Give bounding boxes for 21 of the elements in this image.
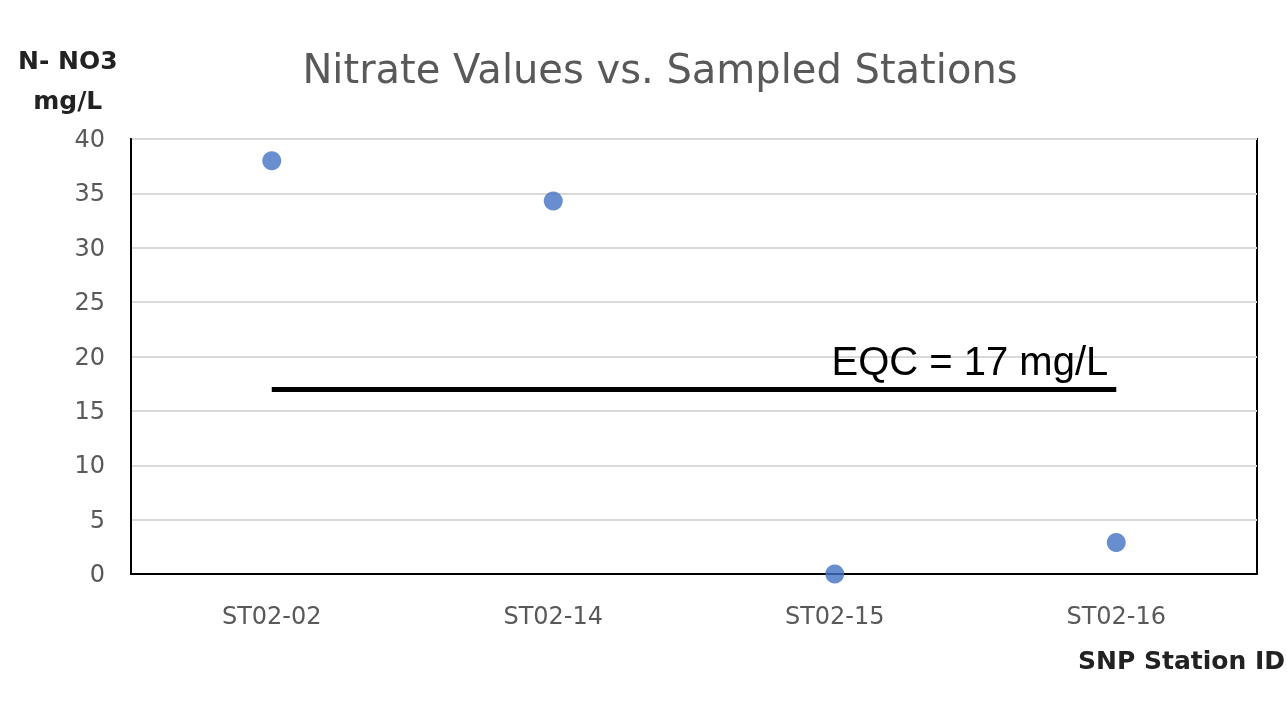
x-tick-label: ST02-15 — [784, 602, 885, 630]
chart-title: Nitrate Values vs. Sampled Stations — [302, 46, 1018, 92]
x-axis-title: SNP Station ID — [1077, 646, 1285, 675]
y-tick-label: 25 — [74, 288, 105, 317]
point — [262, 151, 282, 171]
y-tick-label: 10 — [74, 451, 105, 480]
y-tick-label: 0 — [89, 560, 105, 588]
y-tick-label: 20 — [74, 342, 105, 371]
y-tick-label: 15 — [74, 396, 105, 425]
x-tick-label: ST02-02 — [221, 602, 322, 630]
y-tick-label: 5 — [89, 505, 105, 534]
y-tick-label: 40 — [74, 125, 105, 153]
y-axis-title: N- NO3 mg/L — [18, 45, 118, 115]
point — [825, 564, 845, 584]
point — [543, 191, 563, 211]
y-tick-label: 30 — [74, 233, 105, 262]
point — [1106, 532, 1126, 552]
x-tick-label: ST02-14 — [503, 602, 604, 630]
ref-line-label: EQC = 17 mg/L — [831, 339, 1109, 384]
x-tick-label: ST02-16 — [1066, 602, 1167, 630]
y-tick-label: 35 — [74, 179, 105, 208]
